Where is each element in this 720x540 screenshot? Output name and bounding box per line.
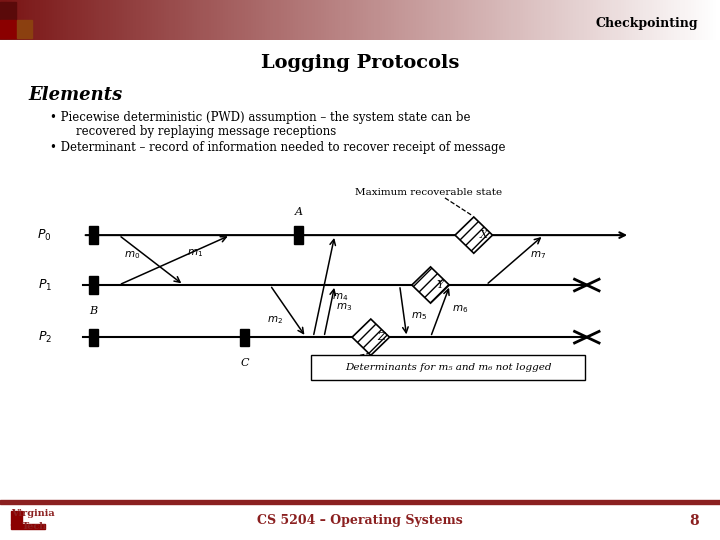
- Text: A: A: [294, 207, 303, 218]
- Text: Maximum recoverable state: Maximum recoverable state: [355, 188, 502, 198]
- Bar: [17, 20, 32, 38]
- Text: $m_0$: $m_0$: [124, 249, 140, 261]
- Bar: [89, 328, 99, 346]
- Bar: [0, 2, 16, 19]
- Text: $m_2$: $m_2$: [267, 314, 283, 326]
- Text: Virginia: Virginia: [11, 509, 55, 518]
- Text: $P_0$: $P_0$: [37, 227, 52, 242]
- Text: Elements: Elements: [29, 85, 123, 104]
- Text: $m_5$: $m_5$: [411, 310, 427, 321]
- Text: B: B: [89, 306, 98, 316]
- Polygon shape: [412, 267, 449, 303]
- Bar: [11, 524, 45, 529]
- Text: X: X: [480, 230, 487, 240]
- Text: Logging Protocols: Logging Protocols: [261, 54, 459, 72]
- Text: CS 5204 – Operating Systems: CS 5204 – Operating Systems: [257, 514, 463, 527]
- Text: • Determinant – record of information needed to recover receipt of message: • Determinant – record of information ne…: [50, 141, 506, 154]
- Text: recovered by replaying message receptions: recovered by replaying message reception…: [76, 125, 336, 138]
- Polygon shape: [352, 319, 390, 355]
- Text: C: C: [240, 359, 249, 368]
- Text: $P_1$: $P_1$: [37, 278, 52, 293]
- Text: Y: Y: [437, 280, 444, 290]
- Text: • Piecewise deterministic (PWD) assumption – the system state can be: • Piecewise deterministic (PWD) assumpti…: [50, 111, 471, 124]
- Text: $m_4$: $m_4$: [332, 292, 348, 303]
- Text: $m_7$: $m_7$: [530, 249, 546, 261]
- Bar: [89, 226, 99, 244]
- Bar: [11, 511, 22, 525]
- Text: $P_2$: $P_2$: [37, 329, 52, 345]
- Text: $m_1$: $m_1$: [186, 247, 203, 259]
- Text: Tech: Tech: [22, 522, 47, 531]
- Text: Z: Z: [377, 332, 384, 342]
- Text: Determinants for m₅ and m₆ not logged: Determinants for m₅ and m₆ not logged: [345, 363, 552, 372]
- Bar: [0, 20, 16, 38]
- Polygon shape: [455, 217, 492, 253]
- Text: 8: 8: [689, 514, 698, 528]
- Bar: [240, 328, 250, 346]
- Bar: [0, 500, 720, 503]
- Bar: [294, 226, 304, 244]
- Text: Checkpointing: Checkpointing: [595, 17, 698, 30]
- FancyBboxPatch shape: [311, 355, 585, 380]
- Bar: [89, 276, 99, 294]
- Text: $m_6$: $m_6$: [452, 303, 469, 315]
- Text: $m_3$: $m_3$: [336, 301, 352, 313]
